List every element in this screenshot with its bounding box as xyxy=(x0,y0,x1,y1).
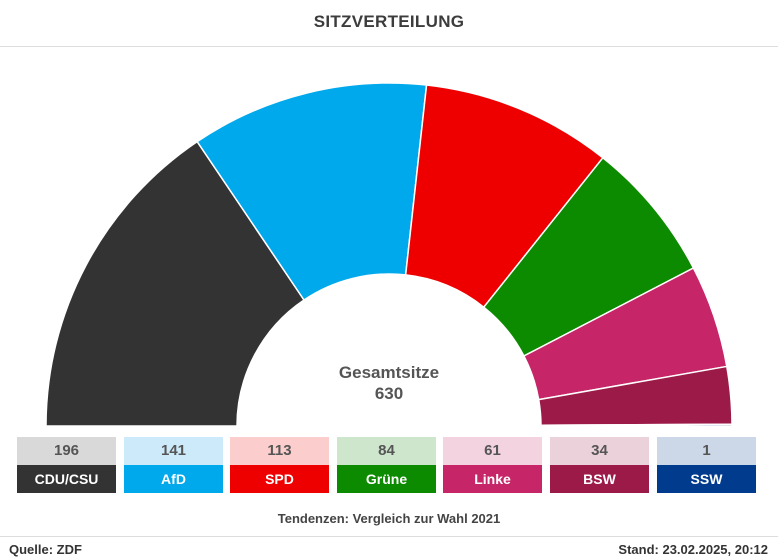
party-legend: 196 CDU/CSU 141 AfD 113 SPD 84 Grüne 61 Linke 34 BS… xyxy=(17,437,761,493)
legend-item-cdu-csu: 196 CDU/CSU xyxy=(17,437,116,493)
legend-seat-count: 84 xyxy=(337,437,436,465)
legend-party-name: BSW xyxy=(550,465,649,493)
legend-item-afd: 141 AfD xyxy=(124,437,223,493)
seat-distribution-chart: Gesamtsitze 630 xyxy=(45,82,733,427)
timestamp-label: Stand: 23.02.2025, 20:12 xyxy=(618,542,768,557)
center-label: Gesamtsitze xyxy=(339,363,439,382)
legend-seat-count: 34 xyxy=(550,437,649,465)
legend-item-gr-ne: 84 Grüne xyxy=(337,437,436,493)
seat-segment-ssw xyxy=(540,423,733,427)
source-label: Quelle: ZDF xyxy=(9,542,82,557)
seat-segment-cdu-csu xyxy=(45,140,306,427)
legend-item-bsw: 34 BSW xyxy=(550,437,649,493)
legend-item-spd: 113 SPD xyxy=(230,437,329,493)
legend-party-name: Grüne xyxy=(337,465,436,493)
legend-seat-count: 196 xyxy=(17,437,116,465)
center-value: 630 xyxy=(375,384,403,403)
chart-title: SITZVERTEILUNG xyxy=(313,12,465,31)
legend-item-ssw: 1 SSW xyxy=(657,437,756,493)
legend-seat-count: 113 xyxy=(230,437,329,465)
legend-seat-count: 61 xyxy=(443,437,542,465)
legend-party-name: SPD xyxy=(230,465,329,493)
footer-divider xyxy=(0,536,778,537)
seat-segment-afd xyxy=(196,82,428,302)
trend-note: Tendenzen: Vergleich zur Wahl 2021 xyxy=(277,511,501,526)
legend-seat-count: 141 xyxy=(124,437,223,465)
legend-party-name: Linke xyxy=(443,465,542,493)
title-divider xyxy=(0,46,778,47)
legend-party-name: CDU/CSU xyxy=(17,465,116,493)
legend-party-name: AfD xyxy=(124,465,223,493)
legend-party-name: SSW xyxy=(657,465,756,493)
legend-item-linke: 61 Linke xyxy=(443,437,542,493)
legend-seat-count: 1 xyxy=(657,437,756,465)
